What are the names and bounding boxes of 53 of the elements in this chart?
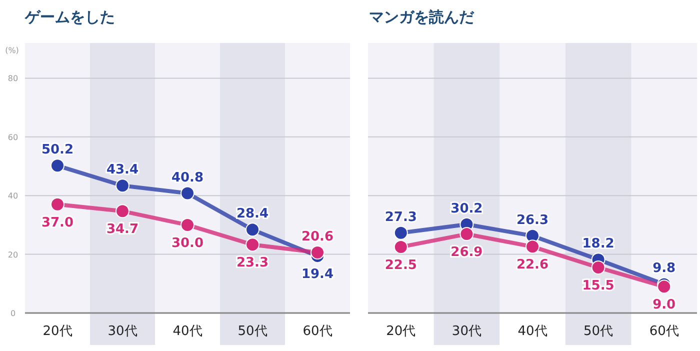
data-label: 22.6 [516,258,549,273]
data-label: 9.8 [652,261,676,276]
x-tick-label: 60代 [649,324,679,339]
point [526,240,540,254]
data-label: 43.4 [106,162,139,178]
data-label: 50.2 [41,142,74,158]
point [246,222,260,237]
y-tick-label: 80 [8,74,18,84]
data-label: 26.3 [516,212,549,228]
data-label: 23.3 [236,256,269,271]
y-tick-label: 40 [8,192,18,201]
data-label: 20.6 [301,230,334,245]
chart-title: マンガを読んだ [369,8,475,26]
data-label: 37.0 [41,215,74,230]
point [246,238,260,252]
y-tick-label: 0 [10,309,16,318]
point [591,260,606,275]
point [180,186,194,200]
point [310,246,324,260]
data-label: 28.4 [236,206,269,222]
point [460,227,474,242]
chart-title: ゲームをした [24,8,115,26]
point [394,240,408,254]
y-tick-label: 20 [8,250,18,260]
x-tick-label: 40代 [518,324,548,339]
data-label: 27.3 [384,210,417,225]
data-label: 34.7 [106,222,139,238]
x-tick-label: 60代 [302,324,332,339]
point [116,178,130,193]
point [50,197,64,212]
data-label: 9.0 [652,298,676,313]
y-axis-title: (%) [5,46,19,55]
point [394,226,408,240]
data-label: 30.2 [450,201,483,216]
data-label: 18.2 [582,236,614,252]
x-tick-label: 20代 [386,324,416,339]
data-label: 30.0 [171,236,204,251]
x-tick-label: 40代 [172,324,202,339]
x-tick-label: 30代 [452,324,482,339]
data-label: 19.4 [301,267,334,282]
y-tick-label: 60 [8,132,18,142]
point [116,204,130,218]
x-tick-label: 50代 [238,324,268,339]
data-label: 15.5 [582,278,614,294]
point [657,280,672,294]
x-tick-label: 50代 [584,324,614,339]
x-tick-label: 20代 [42,324,72,339]
point [180,218,194,232]
data-label: 40.8 [171,170,204,186]
point [50,158,64,173]
data-label: 26.9 [450,245,483,260]
data-label: 22.5 [384,258,417,273]
x-tick-label: 30代 [108,324,138,339]
